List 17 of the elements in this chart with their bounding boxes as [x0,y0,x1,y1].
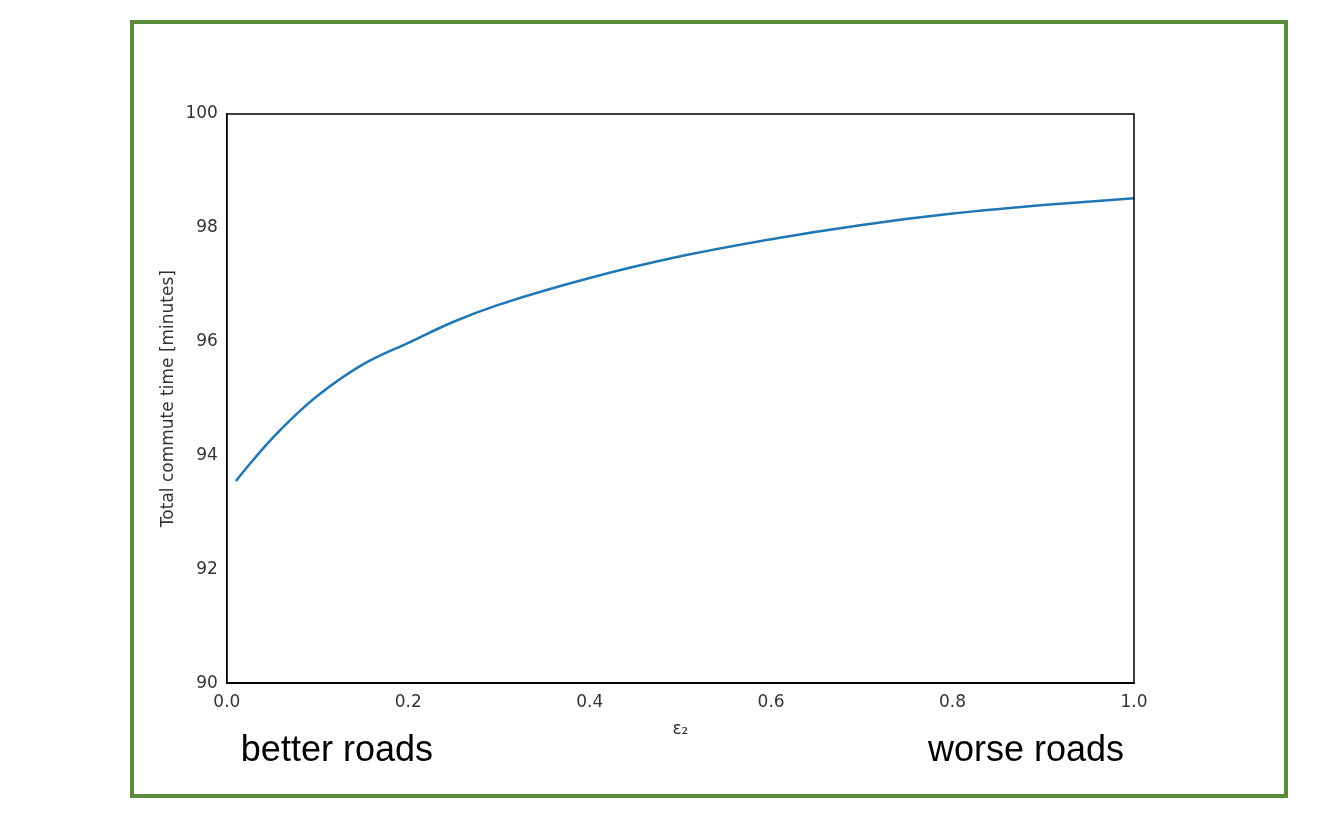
x-tick-label: 0.0 [213,690,241,711]
y-tick-label: 92 [196,557,218,578]
text: worse roads [926,728,1124,770]
y-tick-label: 96 [196,330,218,351]
y-tick-label: 90 [196,671,218,692]
y-axis-title: Total commute time [minutes] [156,270,177,529]
x-tick-label: 1.0 [1120,690,1148,711]
x-axis-title: ε₂ [672,718,689,739]
y-tick-label: 100 [185,102,218,123]
x-tick-label: 0.4 [576,690,604,711]
line-series [234,196,1134,483]
x-tick-label: 0.6 [757,690,785,711]
text: better roads [240,728,433,770]
x-tick-label: 0.8 [939,690,967,711]
y-tick-label: 98 [196,216,218,237]
y-tick-label: 94 [196,443,218,464]
x-tick-label: 0.2 [394,690,422,711]
